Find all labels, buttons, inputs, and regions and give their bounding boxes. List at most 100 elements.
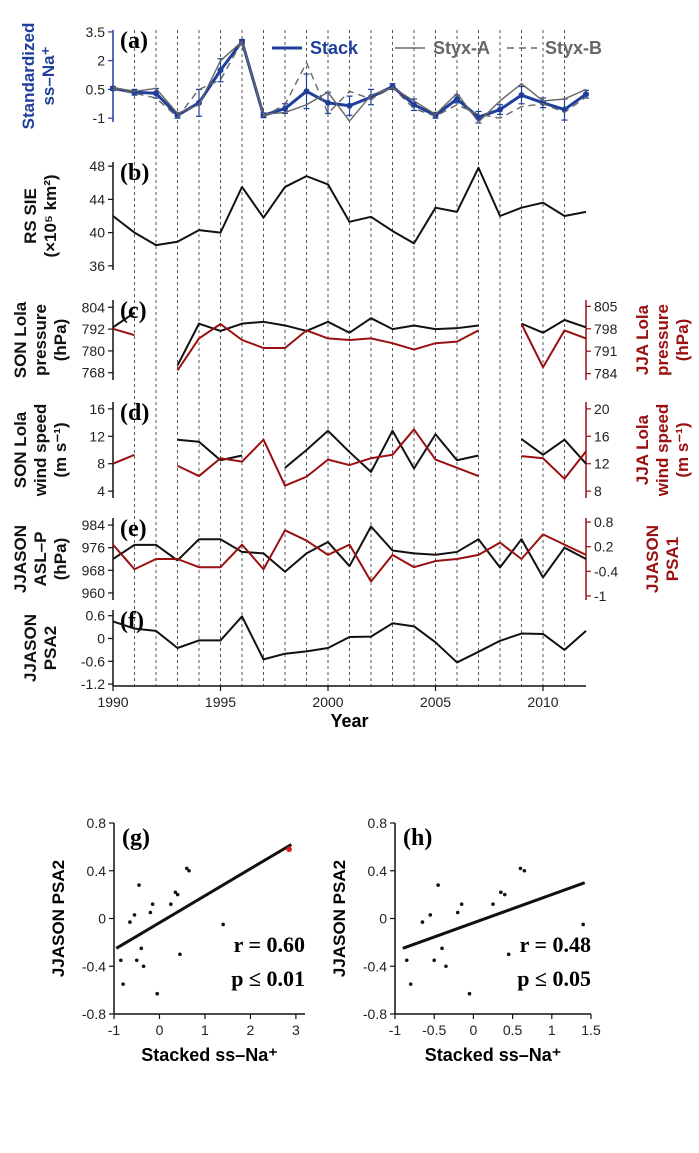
y-tick-label-left: 0 [97, 631, 105, 647]
y-axis-label-left-line: PSA2 [41, 626, 60, 670]
stat-p: p ≤ 0.01 [231, 966, 305, 991]
y-tick-label-left: 12 [89, 428, 105, 444]
x-tick-label: 0.5 [503, 1022, 523, 1038]
y-axis-label-left-line: ASL–P [31, 532, 50, 587]
panel-letter: (e) [120, 516, 147, 542]
y-axis-label-right-line: JJASON [643, 525, 662, 593]
scatter-point [141, 964, 146, 969]
y-axis-label-right-line: PSA1 [663, 537, 682, 581]
y-tick-label-left: 780 [82, 343, 106, 359]
series-line [521, 450, 587, 480]
scatter-point [455, 910, 460, 915]
scatter-point [128, 920, 132, 924]
y-tick-label-left: 768 [82, 365, 106, 381]
scatter-point [175, 892, 180, 897]
y-tick-label-right: -0.4 [594, 563, 618, 579]
y-axis-label: JJASON PSA2 [330, 860, 349, 977]
stack-point [583, 91, 589, 98]
y-axis-label-left-line: (hPa) [51, 319, 70, 362]
panel-f: -1.2 -0.6 0 0.6 JJASONPSA2 (f) 1990 1995 2000 200… [21, 608, 587, 731]
scatter-point [132, 913, 137, 917]
x-tick-label: -1 [389, 1022, 402, 1038]
series-line [520, 323, 587, 369]
legend: Stack Styx-A Styx-B [272, 38, 602, 58]
scatter-point [459, 902, 464, 906]
y-axis-label-right-line: (m s⁻¹) [673, 422, 692, 477]
y-axis-label-left-line: SON Lola [11, 301, 30, 378]
y-tick-label-left: 8 [97, 456, 105, 472]
y-tick-label-right: 20 [594, 401, 610, 417]
y-tick-label-left: 804 [82, 299, 106, 315]
stack-point [174, 112, 181, 119]
y-tick-label-left: 984 [82, 517, 106, 533]
y-tick-label-left: 2 [97, 53, 105, 69]
stat-p: p ≤ 0.05 [517, 966, 591, 991]
y-tick-label-left: -0.6 [81, 653, 105, 669]
y-tick-label: 0.4 [87, 863, 107, 879]
y-tick-label-right: 791 [594, 343, 618, 359]
scatter-point [502, 892, 507, 897]
stack-point [454, 96, 460, 102]
y-axis-label-right: JJASONPSA1 [643, 525, 682, 593]
series-line [112, 311, 136, 329]
scatter-point [436, 883, 440, 887]
y-tick-label: -0.8 [363, 1006, 387, 1022]
scatter-point [139, 946, 144, 951]
y-axis-label-right-line: JJA Lola [633, 304, 652, 375]
x-tick-label: 0 [156, 1022, 164, 1038]
y-tick-label-right: 0.8 [594, 514, 614, 530]
scatter-point [169, 902, 173, 906]
y-tick-label-left: 16 [89, 401, 105, 417]
stack-point [282, 105, 288, 112]
panel-letter: (d) [120, 400, 149, 426]
year-grid [134, 30, 565, 686]
scatter-point [155, 991, 160, 996]
y-axis-label-left-line: JJASON [21, 614, 40, 682]
y-tick-label-left: 44 [89, 191, 105, 207]
stack-point [497, 106, 503, 113]
y-tick-label-left: 3.5 [86, 24, 106, 40]
series-styx-a-line [112, 40, 587, 123]
y-axis-label-left-line: RS SIE [21, 188, 40, 244]
y-tick-label-right: 798 [594, 321, 618, 337]
y-tick-label-left: 960 [82, 585, 106, 601]
regression-line [402, 881, 586, 950]
y-axis-label-left-line: JJASON [11, 525, 30, 593]
x-axis-label: Stacked ss–Na⁺ [141, 1045, 278, 1065]
series-line [177, 438, 243, 462]
y-axis-label-right-line: JJA Lola [633, 414, 652, 485]
stack-point [217, 67, 224, 74]
scatter-point [444, 964, 448, 969]
y-axis-label-right-line: (hPa) [673, 319, 692, 362]
y-axis-label-right-line: pressure [653, 304, 672, 376]
stack-point [346, 102, 353, 109]
scatter-point [420, 920, 425, 924]
series-line [112, 525, 587, 579]
series-line [112, 453, 135, 465]
panel-letter: (h) [403, 825, 432, 851]
legend-label: Styx-A [433, 38, 490, 58]
panel-a: -1 0.5 2 3.5 Standardizedss–Na⁺ (a) Stack Styx-… [19, 23, 602, 130]
series-line [112, 327, 135, 337]
y-tick-label-right: -1 [594, 588, 607, 604]
y-axis-label-left-line: Standardized [19, 23, 38, 130]
regression-line [115, 843, 293, 950]
y-axis-label-left-line: (×10⁵ km²) [41, 174, 60, 257]
y-axis-label-left: SON Lolawind speed(m s⁻¹) [11, 404, 70, 498]
x-tick-label: -1 [108, 1022, 121, 1038]
x-tick-label: 1995 [205, 694, 236, 710]
stack-point [518, 92, 525, 99]
scatter-point [221, 922, 225, 927]
series-styx-b-line [112, 40, 587, 119]
x-axis-label: Year [330, 711, 368, 731]
x-tick-label: 1990 [97, 694, 128, 710]
scatter-point [148, 910, 153, 915]
y-tick-label-left: 968 [82, 562, 106, 578]
stat-r: r = 0.60 [234, 932, 305, 957]
y-tick-label: -0.8 [82, 1006, 106, 1022]
x-axis-label: Stacked ss–Na⁺ [425, 1045, 562, 1065]
scatter-point-highlight [286, 846, 292, 853]
y-tick-label-right: 8 [594, 483, 602, 499]
